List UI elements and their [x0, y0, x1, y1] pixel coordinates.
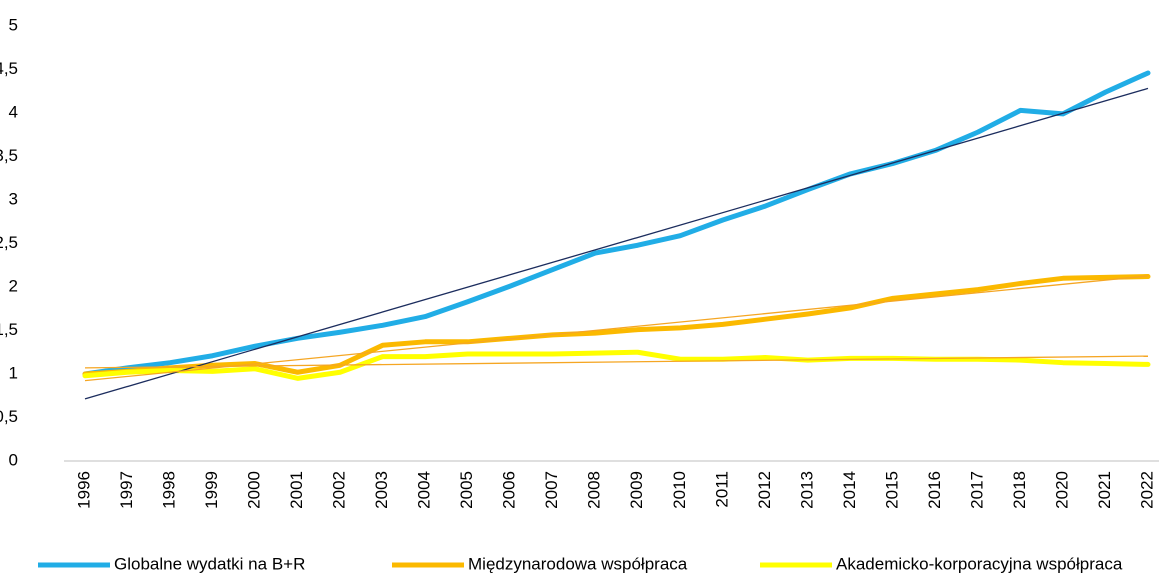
x-tick-label: 2009	[627, 471, 646, 509]
x-tick-label: 2022	[1137, 471, 1156, 509]
legend-label: Międzynarodowa współpraca	[468, 554, 688, 573]
x-tick-label: 2012	[755, 471, 774, 509]
series-line	[82, 349, 1151, 381]
y-tick-label: 2	[9, 276, 18, 295]
y-tick-label: 3,5	[0, 146, 18, 165]
x-tick-label: 2014	[840, 471, 859, 509]
x-tick-label: 2013	[797, 471, 816, 509]
x-tick-label: 1997	[117, 471, 136, 509]
x-tick-label: 2010	[670, 471, 689, 509]
x-tick-label: 2017	[967, 471, 986, 509]
trend-line	[84, 355, 1149, 369]
y-tick-label: 0	[9, 450, 18, 469]
x-tick-label: 2015	[882, 471, 901, 509]
x-tick-label: 2003	[372, 471, 391, 509]
y-tick-label: 1	[9, 363, 18, 382]
x-tick-label: 2021	[1095, 471, 1114, 509]
x-tick-label: 2005	[457, 471, 476, 509]
x-tick-label: 2004	[415, 471, 434, 509]
series-line	[82, 70, 1151, 377]
x-tick-label: 2008	[585, 471, 604, 509]
legend-label: Globalne wydatki na B+R	[114, 554, 305, 573]
y-tick-label: 0,5	[0, 407, 18, 426]
x-tick-label: 2000	[245, 471, 264, 509]
x-tick-label: 2018	[1010, 471, 1029, 509]
x-tick-label: 1996	[74, 471, 93, 509]
x-tick-label: 1998	[160, 471, 179, 509]
y-tick-label: 4	[9, 102, 18, 121]
x-tick-label: 1999	[202, 471, 221, 509]
y-tick-label: 1,5	[0, 320, 18, 339]
x-tick-label: 2007	[542, 471, 561, 509]
y-tick-label: 5	[9, 15, 18, 34]
x-tick-label: 2011	[712, 471, 731, 508]
y-tick-label: 2,5	[0, 233, 18, 252]
x-tick-label: 2016	[925, 471, 944, 509]
x-tick-label: 2002	[330, 471, 349, 509]
x-tick-label: 2001	[287, 471, 306, 509]
trend-line	[84, 275, 1149, 382]
legend-label: Akademicko-korporacyjna współpraca	[836, 554, 1123, 573]
y-tick-label: 4,5	[0, 59, 18, 78]
x-tick-label: 2006	[500, 471, 519, 509]
y-tick-label: 3	[9, 189, 18, 208]
trend-line	[84, 87, 1149, 400]
x-tick-label: 2020	[1052, 471, 1071, 509]
series-line	[82, 274, 1151, 377]
